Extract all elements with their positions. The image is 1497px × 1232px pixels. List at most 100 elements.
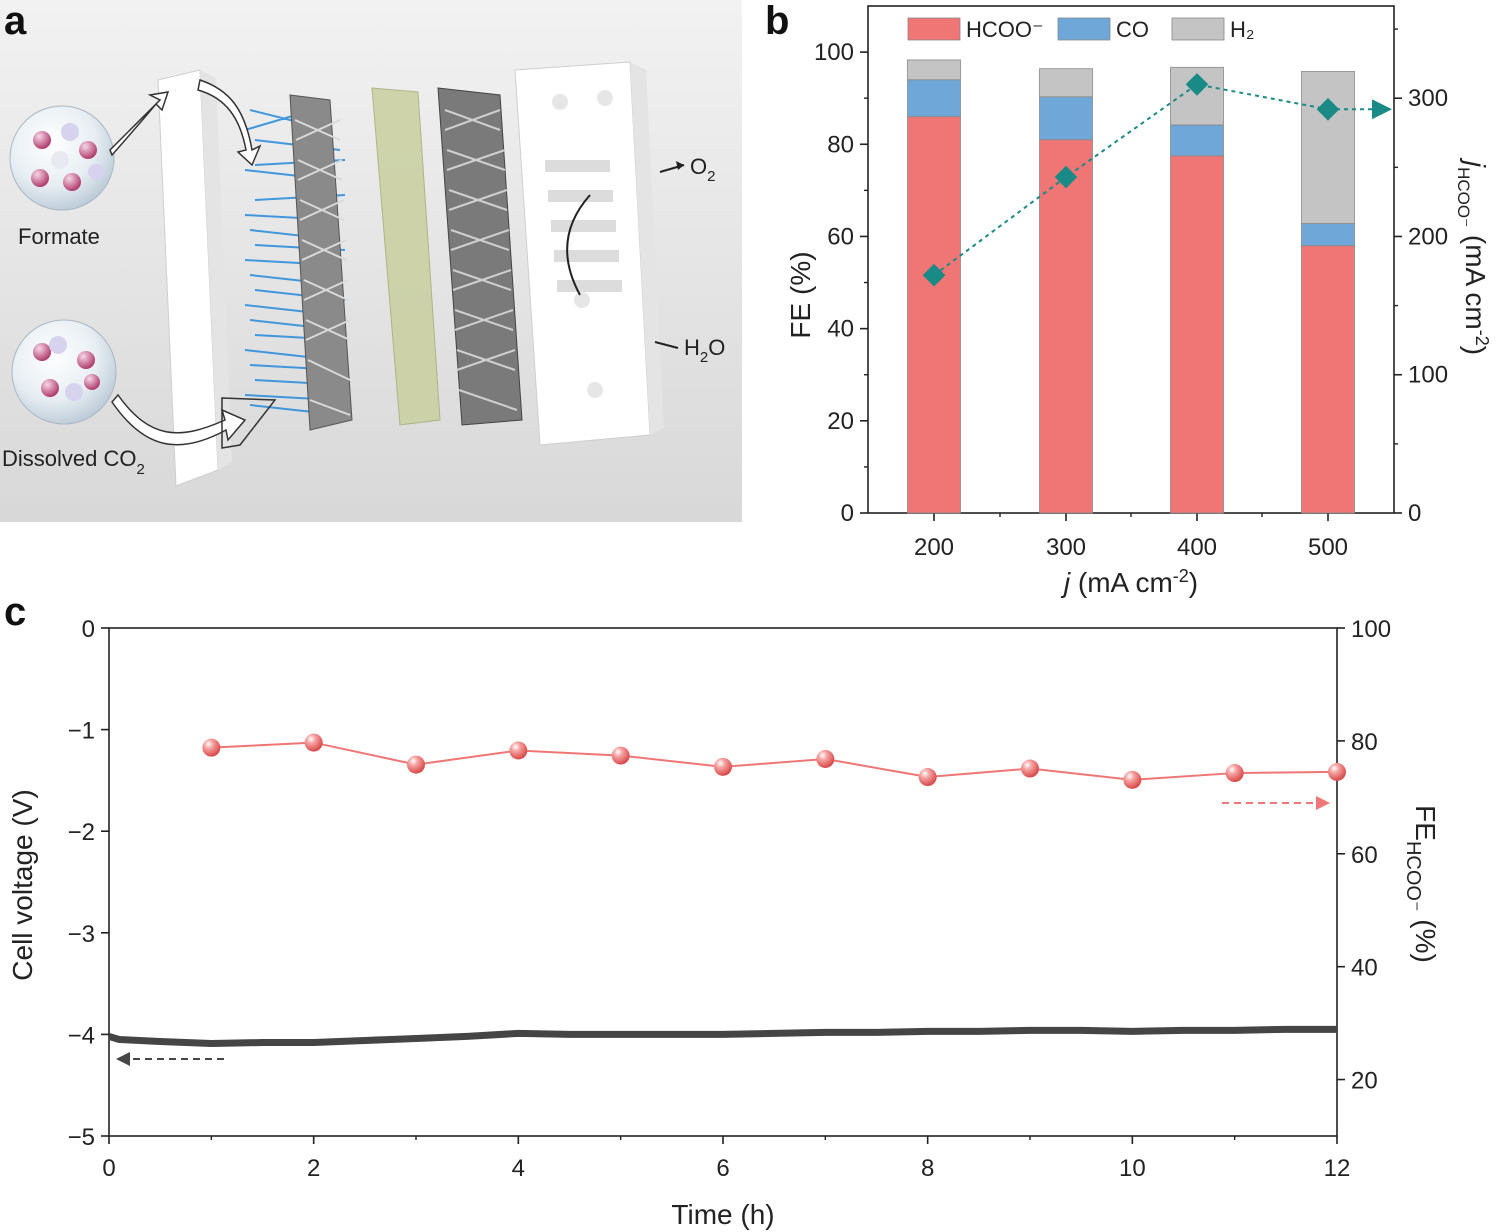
cathode-mesh bbox=[289, 94, 353, 431]
y2-tick-label-c: 60 bbox=[1351, 842, 1378, 869]
co2-arrow-outline bbox=[221, 397, 277, 449]
x-tick-label-b: 300 bbox=[1046, 534, 1086, 561]
legend-b: HCOO⁻ CO H₂ bbox=[907, 17, 1254, 42]
y-axis-right-b: 0 100 200 300 bbox=[1394, 28, 1448, 527]
x-tick-label-c: 0 bbox=[102, 1155, 115, 1182]
y2-tick-label-b: 0 bbox=[1408, 500, 1421, 527]
y2-tick-label-c: 40 bbox=[1351, 955, 1378, 982]
panel-a-illustration: a bbox=[0, 0, 742, 522]
partial-current-polyline bbox=[933, 83, 1329, 276]
x-axis-c: 0 2 4 6 8 10 12 bbox=[102, 1136, 1350, 1182]
bar-co bbox=[1039, 96, 1093, 141]
formate-arrow bbox=[109, 91, 170, 157]
y-tick-label-b: 0 bbox=[841, 500, 854, 527]
h2o-line bbox=[654, 341, 679, 349]
x-label-c: Time (h) bbox=[671, 1199, 774, 1230]
voltage-axis-arrow-head bbox=[116, 1052, 130, 1066]
bar-hcoo bbox=[907, 116, 961, 514]
y-tick-label-c: −1 bbox=[68, 718, 95, 745]
legend-label-hcoo: HCOO⁻ bbox=[966, 17, 1044, 42]
y-axis-left-c: 0 −1 −2 −3 −4 −5 bbox=[68, 616, 109, 1151]
cathode-mesh-pattern bbox=[294, 119, 351, 416]
x-label-b: j (mA cm-2) bbox=[1060, 566, 1198, 598]
cathode-fibers bbox=[244, 104, 346, 416]
bar-hcoo bbox=[1039, 139, 1093, 514]
y-tick-label-c: −2 bbox=[68, 819, 95, 846]
anode-mesh-pattern bbox=[444, 109, 518, 411]
bars-b bbox=[907, 59, 1355, 514]
panel-label-a: a bbox=[4, 0, 27, 43]
y-label-b: FE (%) bbox=[785, 251, 816, 338]
fe-marker bbox=[714, 757, 732, 776]
co2-bubble bbox=[11, 319, 117, 425]
y2-tick-label-b: 300 bbox=[1408, 85, 1448, 112]
x-tick-label-c: 8 bbox=[921, 1155, 934, 1182]
y-tick-label-b: 40 bbox=[827, 316, 854, 343]
o2-label: O2 bbox=[690, 154, 715, 185]
y2-tick-label-c: 80 bbox=[1351, 729, 1378, 756]
fe-marker bbox=[816, 749, 835, 768]
bar-hcoo bbox=[1301, 245, 1355, 514]
y2-tick-label-b: 200 bbox=[1408, 223, 1448, 250]
left-end-plate-side bbox=[200, 70, 232, 470]
y-tick-label-c: −5 bbox=[68, 1124, 95, 1151]
bar-co bbox=[907, 79, 961, 118]
fe-marker bbox=[1123, 770, 1142, 789]
bar-h2 bbox=[907, 59, 961, 81]
partial-current-line bbox=[922, 73, 1392, 287]
panel-label-c: c bbox=[4, 590, 26, 634]
fe-marker bbox=[1021, 759, 1039, 778]
flow-channels bbox=[545, 160, 622, 292]
co2-molecules bbox=[33, 336, 100, 401]
x-tick-label-c: 2 bbox=[307, 1155, 320, 1182]
fe-marker bbox=[1225, 764, 1244, 783]
partial-current-marker bbox=[1316, 97, 1340, 121]
fe-marker bbox=[304, 733, 323, 752]
legend-label-h2: H₂ bbox=[1230, 17, 1254, 42]
co2-arrow bbox=[111, 393, 247, 446]
panel-c-chart: c 0 −1 −2 −3 −4 −5 20 40 60 80 100 0 2 4 6 8 10 12 Cell… bbox=[4, 590, 1441, 1230]
fe-series bbox=[202, 733, 1346, 789]
membrane bbox=[371, 87, 441, 426]
flow-curve bbox=[566, 194, 591, 296]
bar-h2 bbox=[1301, 71, 1355, 224]
formate-label: Formate bbox=[18, 224, 100, 249]
plate-holes bbox=[552, 90, 613, 398]
fe-marker bbox=[918, 768, 937, 787]
fe-marker bbox=[509, 741, 528, 760]
fe-marker bbox=[407, 755, 425, 774]
x-tick-label-b: 200 bbox=[914, 534, 954, 561]
h2o-label: H2O bbox=[684, 335, 725, 366]
x-tick-label-c: 10 bbox=[1119, 1155, 1146, 1182]
y-axis-right-c: 20 40 60 80 100 bbox=[1337, 616, 1391, 1095]
x-tick-label-c: 12 bbox=[1324, 1155, 1351, 1182]
x-tick-label-c: 6 bbox=[716, 1155, 729, 1182]
y-axis-left-b: 0 20 40 60 80 100 bbox=[814, 39, 868, 527]
partial-current-marker bbox=[1185, 73, 1209, 96]
formate-arrow-2 bbox=[197, 79, 262, 167]
legend-label-co: CO bbox=[1116, 17, 1149, 42]
y2-tick-label-c: 100 bbox=[1351, 616, 1391, 643]
legend-swatch-hcoo bbox=[907, 17, 961, 41]
y2-tick-label-c: 20 bbox=[1351, 1068, 1378, 1095]
x-tick-label-c: 4 bbox=[512, 1155, 525, 1182]
y-label-c: Cell voltage (V) bbox=[7, 789, 38, 980]
x-tick-label-b: 500 bbox=[1308, 534, 1348, 561]
legend-swatch-co bbox=[1057, 17, 1111, 41]
bar-h2 bbox=[1039, 68, 1093, 98]
y-tick-label-b: 80 bbox=[827, 131, 854, 158]
panel-label-b: b bbox=[765, 0, 789, 43]
anode-mesh bbox=[437, 87, 523, 426]
y-tick-label-b: 100 bbox=[814, 39, 854, 66]
o2-arrow-head bbox=[676, 161, 684, 170]
fe-marker bbox=[202, 738, 221, 757]
y2-label-c: FEHCOO⁻ (%) bbox=[1402, 805, 1441, 963]
x-axis-b: 200 300 400 500 bbox=[914, 513, 1348, 561]
y-tick-label-c: −3 bbox=[68, 921, 95, 948]
y-tick-label-c: 0 bbox=[82, 616, 95, 643]
y-tick-label-b: 20 bbox=[827, 408, 854, 435]
fe-marker bbox=[1328, 762, 1346, 781]
panel-b-chart: b 0 20 40 60 80 100 0 100 200 300 200 300 400 500 H… bbox=[765, 0, 1492, 598]
y-tick-label-c: −4 bbox=[68, 1022, 95, 1049]
